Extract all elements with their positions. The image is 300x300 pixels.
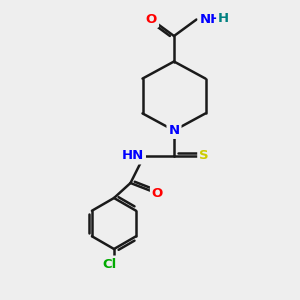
Text: O: O: [146, 13, 157, 26]
Text: H: H: [218, 11, 229, 25]
Text: Cl: Cl: [102, 257, 117, 271]
Text: HN: HN: [122, 149, 144, 163]
Text: NH₂: NH₂: [200, 13, 228, 26]
Text: O: O: [152, 187, 163, 200]
Text: S: S: [199, 149, 209, 163]
Text: N: N: [168, 124, 180, 137]
